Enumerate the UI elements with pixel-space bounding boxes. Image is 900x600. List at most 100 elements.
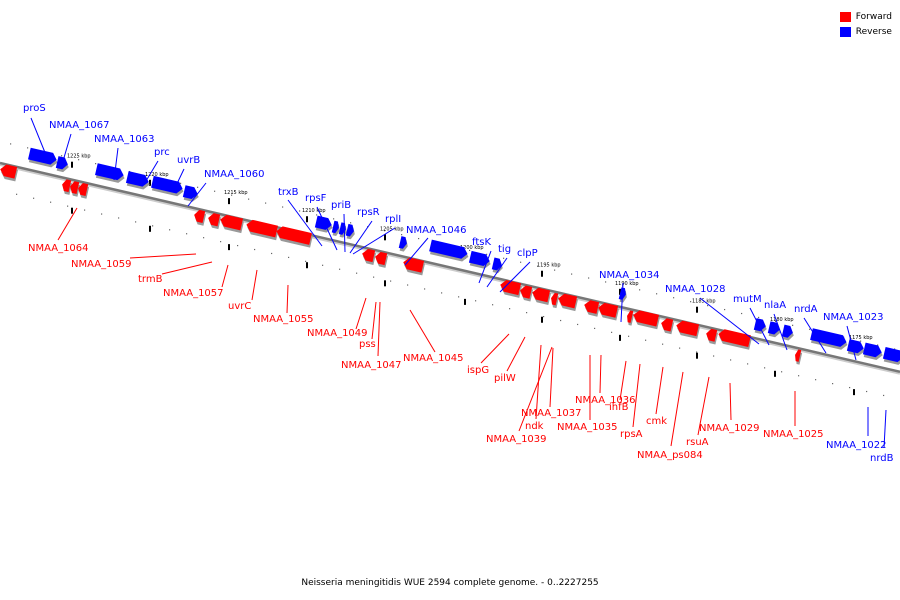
callout-line xyxy=(655,366,664,415)
gene-arrow[interactable] xyxy=(429,239,471,263)
forward-gene-label[interactable]: NMAA_1049 xyxy=(307,328,368,339)
gene-arrow[interactable] xyxy=(345,223,357,240)
forward-gene-label[interactable]: rsuA xyxy=(686,437,709,448)
forward-gene-label[interactable]: cmk xyxy=(646,416,667,427)
gene-arrow[interactable] xyxy=(846,339,866,357)
forward-gene-label[interactable]: NMAA_1064 xyxy=(28,243,89,254)
reverse-gene-label[interactable]: mutM xyxy=(733,294,762,305)
gene-arrow[interactable] xyxy=(625,310,635,326)
gene-arrow[interactable] xyxy=(0,163,19,182)
gene-arrow[interactable] xyxy=(125,171,151,190)
reverse-gene-label[interactable]: proS xyxy=(23,103,46,114)
gene-arrow[interactable] xyxy=(659,317,675,335)
gene-arrow[interactable] xyxy=(218,214,244,234)
gene-arrow[interactable] xyxy=(314,215,334,234)
reverse-gene-label[interactable]: rpsR xyxy=(357,207,380,218)
gene-arrow[interactable] xyxy=(753,318,768,335)
gene-arrow[interactable] xyxy=(491,257,505,274)
forward-gene-label[interactable]: NMAA_1057 xyxy=(163,288,224,299)
reverse-gene-label[interactable]: priB xyxy=(331,200,351,211)
gene-arrow[interactable] xyxy=(716,328,752,350)
reverse-gene-label[interactable]: nlaA xyxy=(764,300,786,311)
reverse-gene-label[interactable]: nrdB xyxy=(870,453,894,464)
gene-arrow[interactable] xyxy=(27,147,59,169)
reverse-gene-label[interactable]: nrdA xyxy=(794,304,818,315)
gene-arrow[interactable] xyxy=(882,346,900,366)
gene-arrow[interactable] xyxy=(674,320,700,339)
gene-arrow[interactable] xyxy=(360,248,377,265)
gene-arrow[interactable] xyxy=(275,225,314,248)
gene-arrow[interactable] xyxy=(94,163,126,184)
forward-gene-label[interactable]: NMAA_1039 xyxy=(486,434,547,445)
reverse-gene-label[interactable]: prc xyxy=(154,147,170,158)
forward-gene-label[interactable]: pilW xyxy=(494,373,516,384)
forward-gene-label[interactable]: rpsA xyxy=(620,429,643,440)
forward-gene-label[interactable]: NMAA_1035 xyxy=(557,422,618,433)
gene-arrow[interactable] xyxy=(468,250,492,270)
gene-arrow[interactable] xyxy=(398,236,410,252)
callout-line xyxy=(803,317,827,354)
gene-arrow[interactable] xyxy=(767,321,782,338)
reverse-gene-label[interactable]: NMAA_1063 xyxy=(94,134,155,145)
reverse-gene-label[interactable]: ftsK xyxy=(472,237,491,248)
reverse-gene-label[interactable]: NMAA_1023 xyxy=(823,312,884,323)
callout-line xyxy=(549,347,554,408)
forward-gene-label[interactable]: NMAA_1025 xyxy=(763,429,824,440)
gene-arrow[interactable] xyxy=(206,212,222,230)
gene-arrow[interactable] xyxy=(704,328,719,345)
callout-line xyxy=(251,269,258,301)
gene-arrow[interactable] xyxy=(582,299,601,317)
forward-gene-label[interactable]: ndk xyxy=(525,421,544,432)
callout-line xyxy=(619,360,627,401)
gene-arrow[interactable] xyxy=(631,309,660,330)
gene-arrow[interactable] xyxy=(549,292,560,309)
forward-gene-label[interactable]: NMAA_1037 xyxy=(521,408,582,419)
reverse-gene-label[interactable]: clpP xyxy=(517,248,538,259)
gene-arrow[interactable] xyxy=(373,251,389,268)
reverse-gene-label[interactable]: NMAA_1067 xyxy=(49,120,110,131)
forward-gene-label[interactable]: trmB xyxy=(138,274,163,285)
gene-arrow[interactable] xyxy=(331,220,342,237)
callout-line xyxy=(506,336,526,372)
forward-gene-label[interactable]: NMAA_1036 xyxy=(575,395,636,406)
forward-gene-label[interactable]: NMAA_1045 xyxy=(403,353,464,364)
gene-arrow[interactable] xyxy=(150,175,185,197)
gene-arrow[interactable] xyxy=(182,185,200,203)
forward-gene-label[interactable]: uvrC xyxy=(228,301,251,312)
gene-arrow[interactable] xyxy=(862,342,884,362)
reverse-gene-label[interactable]: NMAA_1028 xyxy=(665,284,726,295)
gene-arrow[interactable] xyxy=(192,209,207,226)
forward-gene-label[interactable]: pss xyxy=(359,339,376,350)
reverse-gene-label[interactable]: NMAA_1046 xyxy=(406,225,467,236)
reverse-gene-label[interactable]: tig xyxy=(498,244,511,255)
reverse-gene-label[interactable]: rplI xyxy=(385,214,401,225)
gene-arrow[interactable] xyxy=(530,287,552,305)
gene-arrow[interactable] xyxy=(55,156,70,173)
forward-gene-label[interactable]: NMAA_1029 xyxy=(699,423,760,434)
gene-arrow[interactable] xyxy=(781,324,795,342)
forward-gene-label[interactable]: ispG xyxy=(467,365,489,376)
gene-features[interactable] xyxy=(0,147,900,366)
forward-gene-label[interactable]: ihfB xyxy=(609,402,629,413)
gene-arrow[interactable] xyxy=(596,302,620,321)
gene-arrow[interactable] xyxy=(810,328,850,351)
forward-gene-label[interactable]: NMAA_ps084 xyxy=(637,450,703,461)
gene-arrow[interactable] xyxy=(793,349,803,365)
gene-arrow[interactable] xyxy=(68,180,81,197)
gene-arrow[interactable] xyxy=(244,219,279,241)
reverse-gene-label[interactable]: uvrB xyxy=(177,155,200,166)
gene-arrow[interactable] xyxy=(60,179,73,195)
reverse-gene-label[interactable]: rpsF xyxy=(305,193,327,204)
gene-arrow[interactable] xyxy=(556,293,579,312)
reverse-gene-label[interactable]: NMAA_1034 xyxy=(599,270,660,281)
gene-arrow[interactable] xyxy=(76,182,90,199)
forward-gene-label[interactable]: NMAA_1059 xyxy=(71,259,132,270)
reverse-gene-label[interactable]: NMAA_1060 xyxy=(204,169,265,180)
forward-gene-label[interactable]: NMAA_1047 xyxy=(341,360,402,371)
reverse-gene-label[interactable]: trxB xyxy=(278,187,299,198)
gene-arrow[interactable] xyxy=(498,279,522,298)
forward-gene-label[interactable]: NMAA_1055 xyxy=(253,314,314,325)
gene-arrow[interactable] xyxy=(518,285,534,302)
reverse-gene-label[interactable]: NMAA_1022 xyxy=(826,440,887,451)
